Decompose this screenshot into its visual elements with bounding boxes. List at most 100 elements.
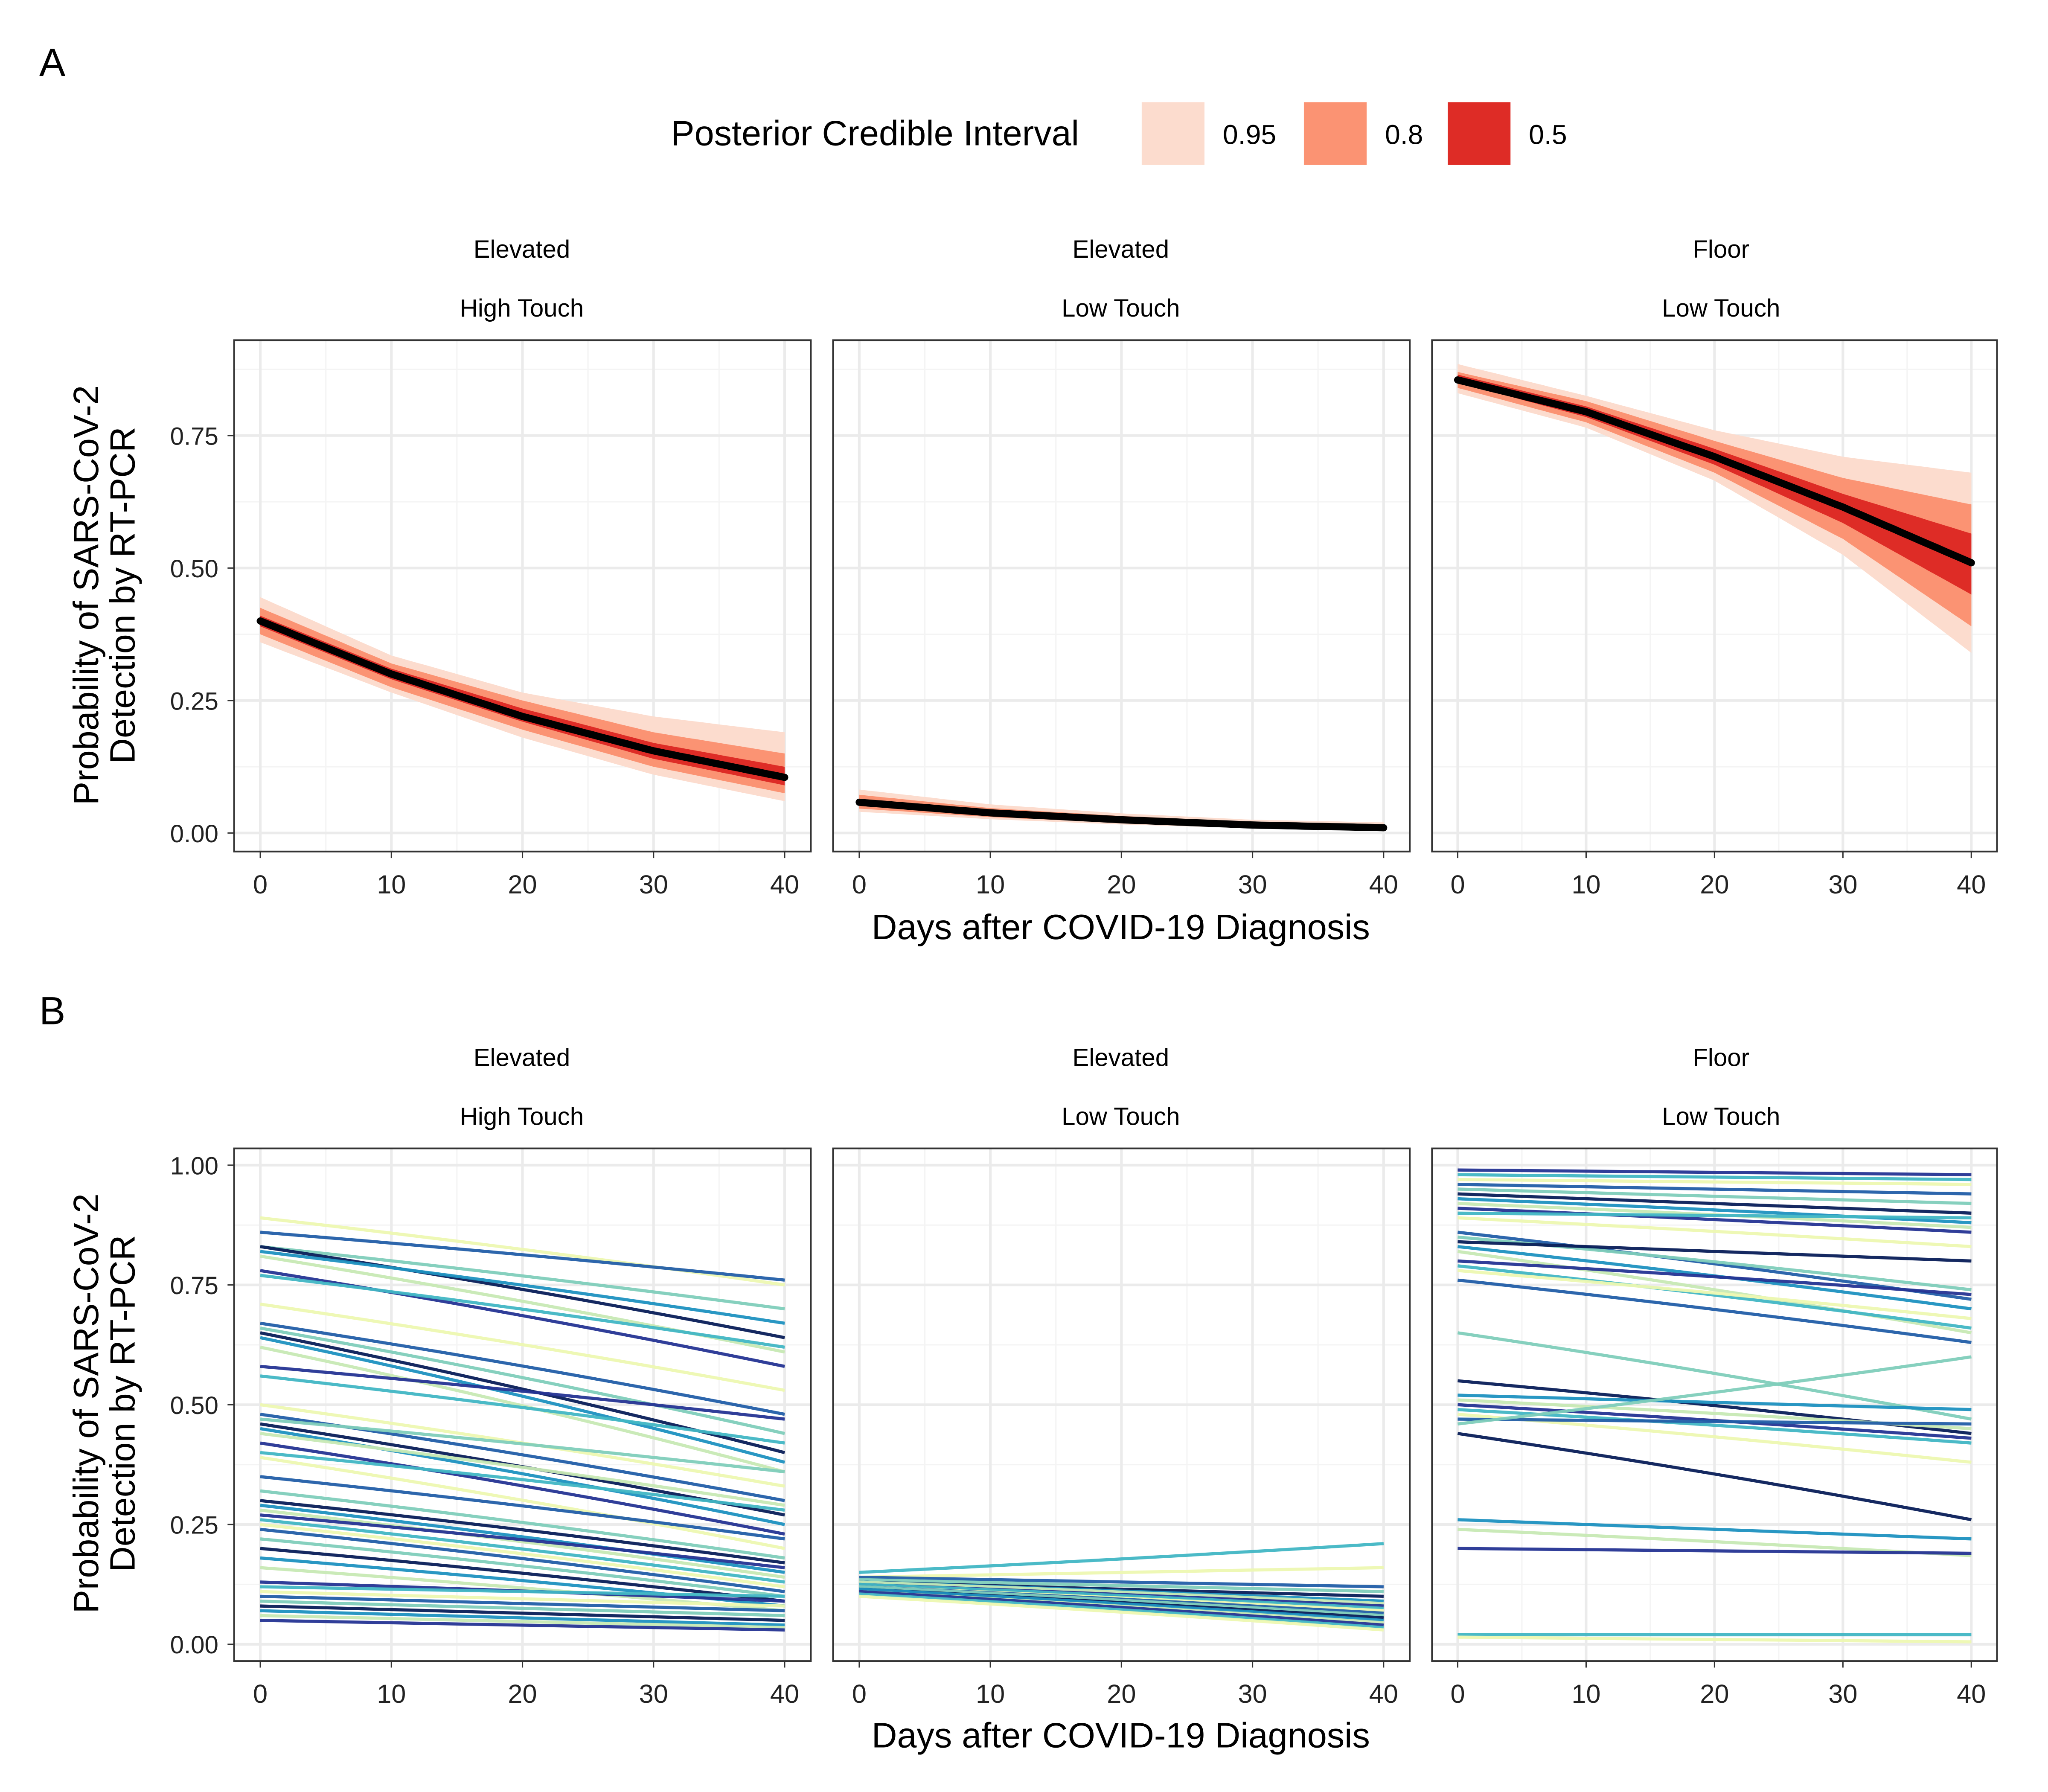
facet-strips-b: Elevated High Touch Elevated Low Touch F… [460, 1044, 1780, 1130]
trajectory-line [260, 1374, 785, 1445]
ylabel-a-line2: Detection by RT-PCR [103, 427, 143, 763]
trajectory-line [260, 1274, 785, 1349]
x-tick-label-a: 0 [852, 870, 867, 899]
facet-b2-line1: Elevated [1073, 1044, 1169, 1071]
trajectory-line [1457, 1355, 1972, 1426]
trajectory-line [260, 1216, 785, 1287]
trajectory-line [1457, 1240, 1972, 1263]
y-tick-label-a: 0.25 [170, 687, 218, 715]
x-tick-label-a: 20 [1107, 870, 1136, 899]
facet-strips-a: Elevated High Touch Elevated Low Touch F… [460, 236, 1780, 322]
trajectory-line [260, 1456, 785, 1550]
trajectory-line [859, 1590, 1384, 1627]
trajectory-line [1457, 1432, 1972, 1521]
xlabel-a: Days after COVID-19 Diagnosis [872, 907, 1370, 947]
median-line [855, 798, 1388, 832]
legend-label-0.5: 0.5 [1529, 119, 1567, 150]
trajectory-line [260, 1441, 785, 1536]
trajectory-line [260, 1250, 785, 1325]
legend-swatch-0.8 [1303, 102, 1367, 165]
x-tick-label-a: 20 [508, 870, 537, 899]
x-tick-label-a: 10 [1571, 870, 1600, 899]
trajectory-line [260, 1489, 785, 1560]
x-tick-label-b: 20 [508, 1679, 537, 1708]
trajectory-line [260, 1504, 785, 1574]
trajectory-line [859, 1578, 1384, 1594]
x-tick-label-a: 20 [1700, 870, 1729, 899]
trajectory-line [260, 1609, 785, 1627]
facet-a2-line2: Low Touch [1062, 294, 1180, 322]
panel-border [233, 1147, 812, 1662]
trajectory-line [260, 1245, 785, 1311]
trajectory-line [1457, 1331, 1972, 1421]
facet-a1-line1: Elevated [474, 236, 570, 263]
trajectory-line [859, 1592, 1384, 1629]
trajectory-line [260, 1451, 785, 1512]
trajectory-line [1457, 1269, 1972, 1321]
trajectory-line [260, 1302, 785, 1392]
x-tick-label-a: 10 [976, 870, 1005, 899]
facet-a3-line2: Low Touch [1662, 294, 1780, 322]
x-tick-label-a: 30 [1238, 870, 1267, 899]
facet-b1-line1: Elevated [474, 1044, 570, 1071]
band-ci50 [260, 616, 785, 785]
trajectory-line [1457, 1211, 1972, 1220]
x-tick-label-b: 20 [1107, 1679, 1136, 1708]
y-tick-label-a: 0.50 [170, 555, 218, 583]
trajectory-line [260, 1499, 785, 1565]
facet-b2-line2: Low Touch [1062, 1103, 1180, 1130]
x-tick-label-a: 10 [377, 870, 406, 899]
trajectory-line [859, 1575, 1384, 1588]
trajectory-line [1457, 1417, 1972, 1426]
panel-label-a: A [39, 41, 66, 84]
panel-label-b: B [39, 989, 65, 1033]
trajectory-line [260, 1590, 785, 1608]
y-tick-label-b: 0.00 [170, 1631, 218, 1659]
xlabel-b: Days after COVID-19 Diagnosis [872, 1715, 1370, 1755]
facet-a-1: 0 10 20 30 40 0.00 0.25 0.50 0.75 [170, 339, 812, 899]
trajectory-line [260, 1513, 785, 1569]
trajectory-line [1457, 1183, 1972, 1196]
facet-b-2: 0 10 20 30 40 [832, 1147, 1411, 1708]
legend-label-0.95: 0.95 [1223, 119, 1276, 150]
panel-border [233, 339, 812, 852]
trajectory-line [859, 1587, 1384, 1622]
median-line [1454, 376, 1975, 567]
panel-border [1431, 339, 1998, 852]
trajectory-line [1457, 1264, 1972, 1330]
trajectory-line [1457, 1547, 1972, 1555]
x-tick-label-a: 40 [1369, 870, 1398, 899]
trajectory-line [260, 1604, 785, 1622]
x-tick-label-b: 40 [1369, 1679, 1398, 1708]
trajectory-line [260, 1537, 785, 1598]
band-ci95 [859, 789, 1384, 831]
trajectory-line [1457, 1216, 1972, 1248]
trajectory-line [260, 1475, 785, 1541]
trajectory-line [859, 1594, 1384, 1632]
facet-b-3: 0 10 20 30 40 [1431, 1147, 1998, 1708]
trajectory-line [260, 1364, 785, 1421]
ylabel-b-line1: Probability of SARS-CoV-2 [66, 1193, 106, 1613]
trajectory-line [859, 1583, 1384, 1610]
trajectory-line [260, 1585, 785, 1598]
trajectory-line [260, 1336, 785, 1464]
trajectory-line [260, 1327, 785, 1435]
x-tick-label-b: 30 [639, 1679, 668, 1708]
facet-a-3: 0 10 20 30 40 [1431, 339, 1998, 899]
x-tick-label-a: 40 [1957, 870, 1986, 899]
x-tick-label-b: 30 [1238, 1679, 1267, 1708]
x-tick-label-b: 10 [1571, 1679, 1600, 1708]
facet-a3-line1: Floor [1693, 236, 1749, 263]
legend: Posterior Credible Interval 0.95 0.8 0.5 [671, 102, 1567, 165]
x-tick-label-b: 30 [1828, 1679, 1857, 1708]
x-tick-label-b: 20 [1700, 1679, 1729, 1708]
trajectory-line [1457, 1197, 1972, 1225]
trajectory-line [260, 1518, 785, 1584]
facet-b3-line1: Floor [1693, 1044, 1749, 1071]
trajectory-line [1457, 1168, 1972, 1176]
facet-a-2: 0 10 20 30 40 [832, 339, 1411, 899]
trajectory-line [260, 1619, 785, 1632]
legend-swatch-0.5 [1448, 102, 1511, 165]
trajectory-line [1457, 1393, 1972, 1411]
trajectory-line [260, 1345, 785, 1474]
